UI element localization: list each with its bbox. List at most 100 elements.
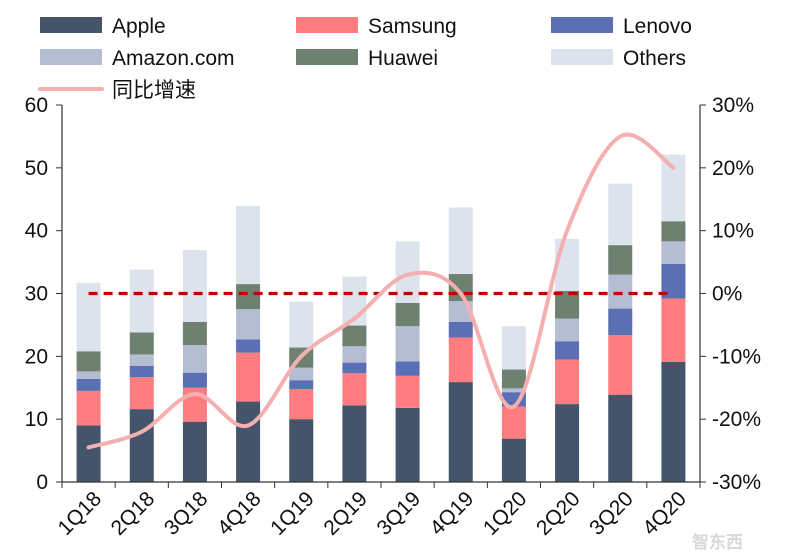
y-right-tick-label: 10%: [712, 220, 754, 243]
bar-huawei-2q19: [342, 325, 367, 347]
legend-label-growth: 同比增速: [112, 79, 196, 102]
bar-samsung-2q18: [129, 377, 154, 410]
legend-swatch-amazon-com: [40, 49, 102, 65]
bar-lenovo-2q20: [555, 341, 580, 360]
x-tick-label-3q19: 3Q19: [373, 487, 426, 540]
bar-apple-1q19: [289, 419, 314, 482]
bar-samsung-4q19: [448, 337, 473, 383]
bar-apple-1q20: [501, 438, 526, 482]
bar-huawei-4q20: [661, 221, 686, 242]
x-tick-label-2q18: 2Q18: [107, 487, 160, 540]
bar-samsung-4q20: [661, 298, 686, 362]
bar-apple-2q19: [342, 405, 367, 482]
y-right-tick-label: -20%: [712, 408, 761, 431]
y-left-tick-label: 10: [25, 408, 48, 431]
bar-samsung-3q20: [608, 334, 633, 395]
legend-label-amazon-com: Amazon.com: [112, 47, 235, 70]
bar-amazon-com-2q18: [129, 354, 154, 366]
y-right-tick-label: 30%: [712, 94, 754, 117]
y-right-tick-label: 0%: [712, 283, 742, 306]
x-tick-label-4q18: 4Q18: [213, 487, 266, 540]
bar-amazon-com-2q19: [342, 346, 367, 363]
bar-lenovo-3q18: [182, 372, 207, 388]
bar-amazon-com-1q19: [289, 367, 314, 381]
y-left-tick-label: 0: [36, 471, 48, 494]
bar-samsung-1q18: [76, 390, 101, 426]
x-tick-label-3q18: 3Q18: [160, 487, 213, 540]
y-left-tick-label: 40: [25, 220, 48, 243]
bar-amazon-com-3q18: [182, 345, 207, 373]
x-tick-label-1q18: 1Q18: [54, 487, 107, 540]
x-tick-label-2q20: 2Q20: [532, 487, 585, 540]
x-tick-label-3q20: 3Q20: [585, 487, 638, 540]
bar-amazon-com-3q20: [608, 274, 633, 309]
bar-amazon-com-4q18: [236, 309, 261, 340]
x-tick-label-4q19: 4Q19: [426, 487, 479, 540]
bar-others-2q18: [129, 269, 154, 333]
bar-lenovo-3q20: [608, 308, 633, 335]
bar-apple-4q20: [661, 361, 686, 482]
growth-rate-line: [86, 132, 676, 450]
y-left-tick-label: 60: [25, 94, 48, 117]
legend-label-samsung: Samsung: [368, 15, 457, 38]
legend-swatch-apple: [40, 17, 102, 33]
bar-apple-3q19: [395, 407, 420, 482]
bar-lenovo-2q18: [129, 365, 154, 378]
bars: [76, 154, 686, 482]
bar-huawei-3q20: [608, 245, 633, 275]
bar-huawei-2q20: [555, 290, 580, 319]
bar-others-4q19: [448, 207, 473, 275]
bar-apple-3q18: [182, 421, 207, 482]
bar-huawei-1q20: [501, 369, 526, 389]
y-left-tick-label: 30: [25, 283, 48, 306]
bar-samsung-2q20: [555, 359, 580, 405]
bar-apple-4q18: [236, 401, 261, 482]
legend-label-others: Others: [623, 47, 686, 70]
bar-apple-3q20: [608, 394, 633, 482]
bar-lenovo-4q19: [448, 321, 473, 338]
bar-huawei-3q18: [182, 321, 207, 346]
bar-amazon-com-1q18: [76, 371, 101, 379]
bar-huawei-4q18: [236, 284, 261, 310]
bar-lenovo-4q18: [236, 339, 261, 353]
legend-swatch-samsung: [296, 17, 358, 33]
bar-others-1q20: [501, 326, 526, 370]
legend-label-apple: Apple: [112, 15, 166, 38]
bar-others-1q19: [289, 301, 314, 348]
bar-huawei-2q18: [129, 332, 154, 355]
bar-others-4q18: [236, 206, 261, 285]
bar-samsung-3q19: [395, 375, 420, 408]
bar-samsung-2q19: [342, 373, 367, 406]
bar-others-3q20: [608, 183, 633, 246]
x-tick-label-4q20: 4Q20: [638, 487, 691, 540]
bar-samsung-1q20: [501, 406, 526, 439]
bar-samsung-1q19: [289, 389, 314, 420]
bar-lenovo-1q19: [289, 380, 314, 390]
bar-apple-2q18: [129, 409, 154, 482]
y-right-tick-label: 20%: [712, 157, 754, 180]
bar-amazon-com-4q20: [661, 241, 686, 264]
bar-others-4q20: [661, 154, 686, 222]
bar-apple-4q19: [448, 382, 473, 482]
bar-others-2q20: [555, 238, 580, 291]
bar-huawei-3q19: [395, 302, 420, 327]
y-left-tick-label: 50: [25, 157, 48, 180]
bar-amazon-com-3q19: [395, 326, 420, 362]
x-tick-label-2q19: 2Q19: [319, 487, 372, 540]
y-right-tick-label: -10%: [712, 345, 761, 368]
watermark: 智东西: [692, 532, 743, 553]
x-tick-label-1q19: 1Q19: [266, 487, 319, 540]
bar-lenovo-1q18: [76, 378, 101, 391]
bar-lenovo-3q19: [395, 361, 420, 376]
legend-swatch-others: [551, 49, 613, 65]
legend-swatch-lenovo: [551, 17, 613, 33]
legend-swatch-huawei: [296, 49, 358, 65]
bar-huawei-1q18: [76, 351, 101, 372]
bar-apple-1q18: [76, 425, 101, 482]
bar-samsung-4q18: [236, 352, 261, 402]
growth-line: [86, 132, 676, 450]
watermark-text: 智东西: [692, 532, 743, 553]
legend-label-lenovo: Lenovo: [623, 15, 692, 38]
